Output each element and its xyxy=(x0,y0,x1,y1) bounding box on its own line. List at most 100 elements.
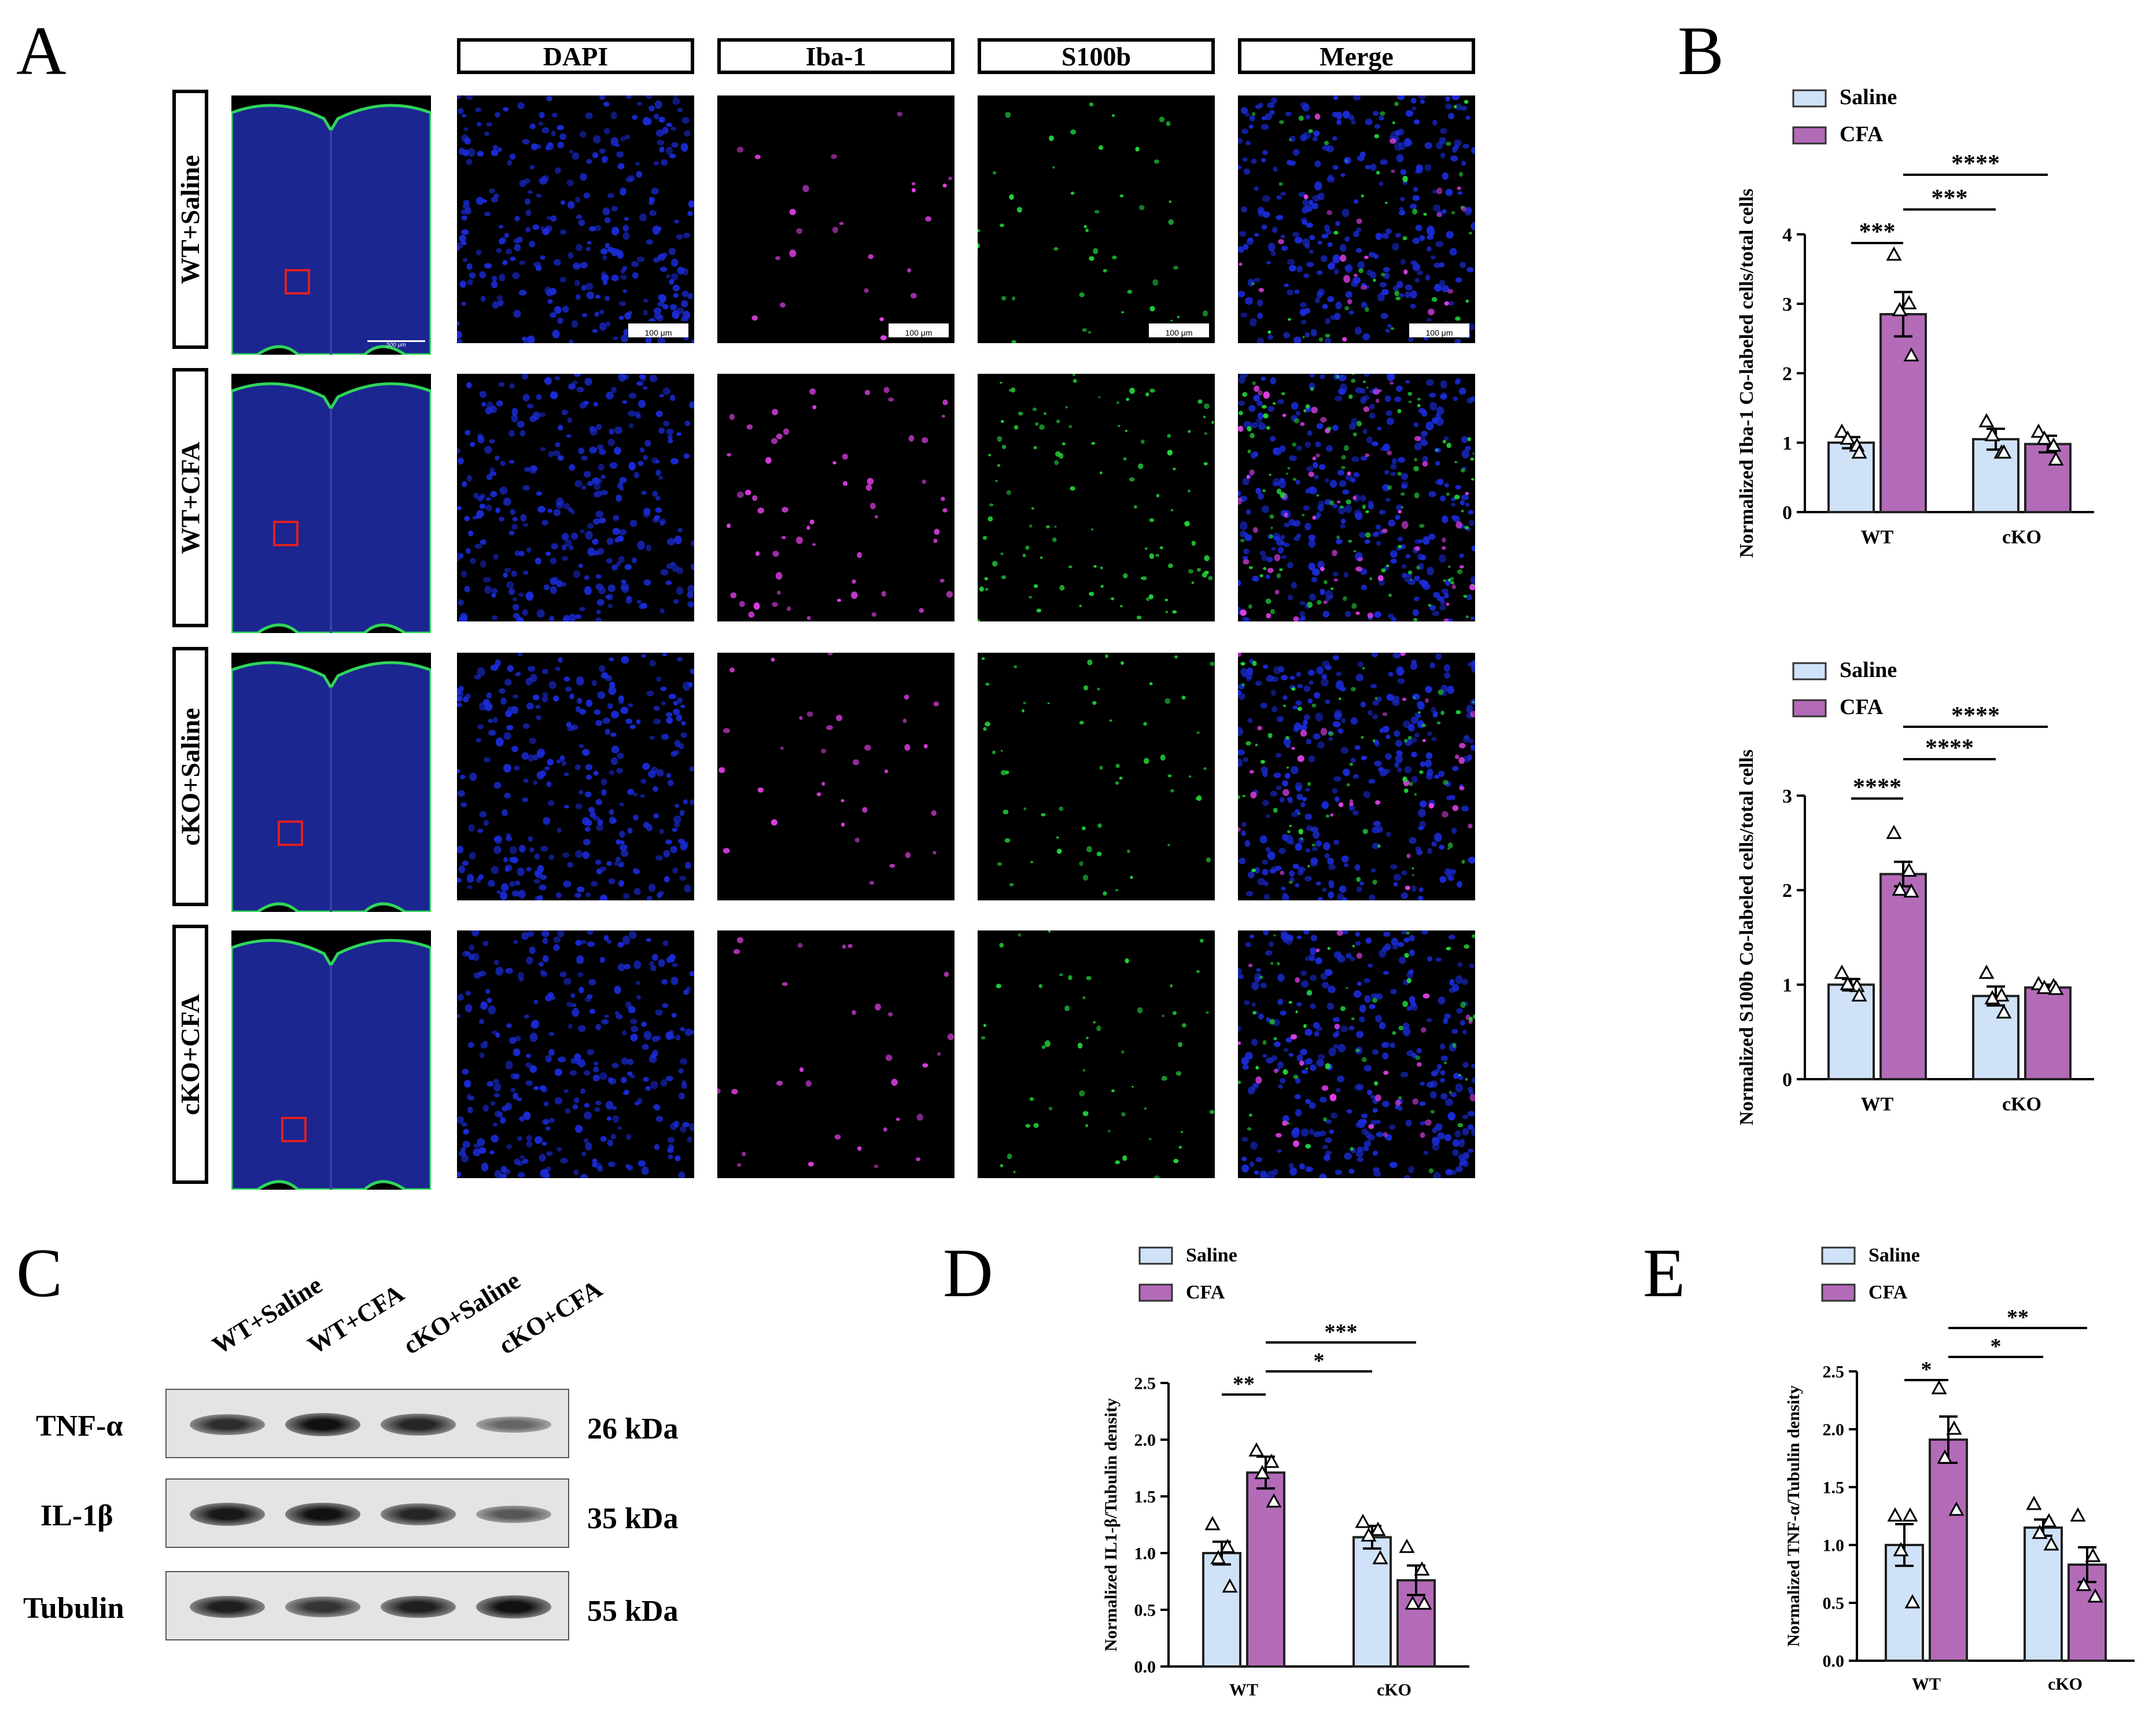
astrocyte-dot xyxy=(1374,697,1378,700)
kda-tnfa: 26 kDa xyxy=(587,1412,679,1445)
nucleus-dot xyxy=(1336,680,1344,690)
astrocyte-dot xyxy=(1310,387,1314,391)
nucleus-dot xyxy=(521,932,529,940)
nucleus-dot xyxy=(1405,110,1414,117)
microglia-dot xyxy=(723,728,730,733)
brain-slice-overview xyxy=(231,653,431,912)
nucleus-dot xyxy=(541,696,548,702)
nucleus-dot xyxy=(1307,698,1313,704)
astrocyte-dot xyxy=(1388,593,1392,597)
nucleus-dot xyxy=(1303,685,1311,692)
microglia-dot xyxy=(1349,801,1354,807)
data-point xyxy=(1901,295,1917,310)
nucleus-dot xyxy=(644,117,652,126)
nucleus-dot xyxy=(1396,666,1405,676)
nucleus-dot xyxy=(1305,115,1311,120)
nucleus-dot xyxy=(1274,1041,1281,1047)
nucleus-dot xyxy=(1452,766,1459,771)
microglia-dot xyxy=(941,496,945,501)
nucleus-dot xyxy=(462,257,468,263)
nucleus-dot xyxy=(552,576,559,585)
nucleus-dot xyxy=(1300,980,1309,988)
microglia-dot xyxy=(942,183,947,187)
nucleus-dot xyxy=(537,506,546,513)
nucleus-dot xyxy=(1390,550,1398,558)
astrocyte-dot xyxy=(1470,478,1475,481)
nucleus-dot xyxy=(573,374,581,377)
astrocyte-dot xyxy=(1414,492,1420,499)
nucleus-dot xyxy=(1454,339,1461,343)
astrocyte-dot xyxy=(1096,851,1102,856)
nucleus-dot xyxy=(587,941,595,947)
nucleus-dot xyxy=(1288,1053,1294,1057)
nucleus-dot xyxy=(609,462,618,469)
nucleus-dot xyxy=(1407,723,1415,732)
nucleus-dot xyxy=(486,122,492,127)
nucleus-dot xyxy=(620,136,626,142)
significance-label: ** xyxy=(2007,1305,2029,1330)
micrograph-s100b: 100 μm xyxy=(978,95,1215,343)
astrocyte-dot xyxy=(1100,584,1104,588)
nucleus-dot xyxy=(1238,1026,1241,1032)
legend-swatch xyxy=(1138,1283,1173,1302)
nucleus-dot xyxy=(1344,1152,1352,1160)
nucleus-dot xyxy=(462,1141,470,1148)
nucleus-dot xyxy=(539,1154,546,1162)
astrocyte-dot xyxy=(1206,857,1211,863)
microglia-dot xyxy=(1383,1070,1389,1075)
nucleus-dot xyxy=(548,1049,555,1056)
nucleus-dot xyxy=(637,540,645,550)
nucleus-dot xyxy=(544,766,550,771)
nucleus-dot xyxy=(493,1092,500,1098)
nucleus-dot xyxy=(569,613,576,621)
nucleus-dot xyxy=(1365,937,1372,944)
astrocyte-dot xyxy=(1156,494,1160,498)
nucleus-dot xyxy=(691,564,694,571)
nucleus-dot xyxy=(509,153,516,160)
microglia-dot xyxy=(1400,653,1406,656)
nucleus-dot xyxy=(513,310,521,318)
nucleus-dot xyxy=(1296,533,1302,538)
nucleus-dot xyxy=(1368,503,1374,510)
nucleus-dot xyxy=(514,215,520,222)
astrocyte-dot xyxy=(1162,1014,1164,1017)
nucleus-dot xyxy=(627,827,633,834)
nucleus-dot xyxy=(1266,261,1272,264)
nucleus-dot xyxy=(1370,868,1376,873)
nucleus-dot xyxy=(544,377,552,385)
nucleus-dot xyxy=(687,601,694,608)
nucleus-dot xyxy=(596,424,602,431)
nucleus-dot xyxy=(477,829,484,833)
microglia-dot xyxy=(1291,746,1295,750)
microglia-dot xyxy=(1402,697,1407,701)
nucleus-dot xyxy=(563,772,569,777)
nucleus-dot xyxy=(616,839,621,845)
nucleus-dot xyxy=(1421,410,1428,417)
astrocyte-dot xyxy=(1270,962,1274,965)
nucleus-dot xyxy=(1241,107,1248,115)
bar-saline-cko xyxy=(1352,1536,1392,1668)
micrograph-svg xyxy=(981,930,1215,1178)
microglia-dot xyxy=(922,437,928,443)
microglia-dot xyxy=(1320,727,1328,736)
astrocyte-dot xyxy=(1398,1096,1402,1099)
nucleus-dot xyxy=(671,258,679,267)
nucleus-dot xyxy=(465,430,471,436)
nucleus-dot xyxy=(1310,935,1317,941)
nucleus-dot xyxy=(670,845,677,854)
legend-swatch xyxy=(1792,662,1827,680)
nucleus-dot xyxy=(546,216,552,220)
microglia-dot xyxy=(808,1161,814,1167)
nucleus-dot xyxy=(680,143,688,152)
nucleus-dot xyxy=(587,481,594,487)
astrocyte-dot xyxy=(1329,500,1334,506)
astrocyte-dot xyxy=(1125,958,1129,963)
nucleus-dot xyxy=(558,425,563,431)
significance-label: * xyxy=(1991,1334,2002,1359)
astrocyte-dot xyxy=(1018,933,1021,937)
microglia-dot xyxy=(1320,566,1325,572)
nucleus-dot xyxy=(1385,734,1391,740)
nucleus-dot xyxy=(640,778,647,784)
astrocyte-dot xyxy=(1203,462,1208,466)
nucleus-dot xyxy=(1381,289,1389,296)
